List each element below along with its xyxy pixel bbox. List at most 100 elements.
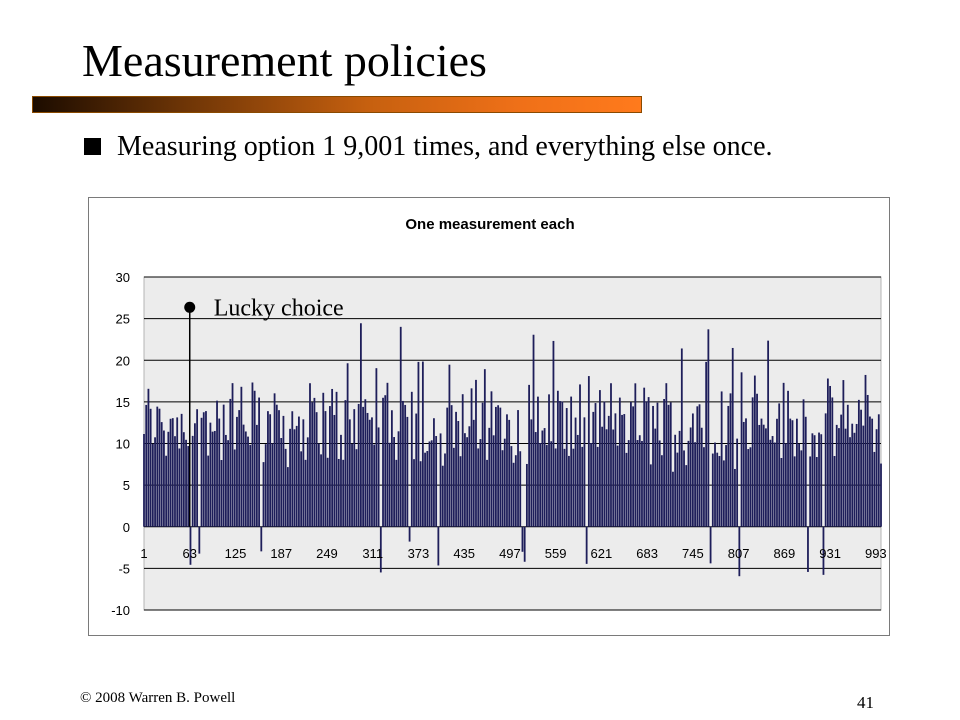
bar xyxy=(174,436,176,527)
bar xyxy=(271,443,274,527)
bar xyxy=(182,432,185,527)
bar xyxy=(654,428,657,527)
bar xyxy=(780,457,783,527)
bar xyxy=(636,440,639,527)
bar xyxy=(430,440,433,527)
bar xyxy=(667,404,670,527)
bar xyxy=(603,401,606,527)
bar xyxy=(674,434,677,527)
bar xyxy=(762,424,765,527)
bar xyxy=(147,388,150,527)
bar xyxy=(143,434,145,527)
bar xyxy=(512,462,515,527)
bar xyxy=(426,451,429,527)
bar xyxy=(804,416,807,527)
grid-lines xyxy=(144,276,881,611)
bar xyxy=(545,444,548,527)
bar xyxy=(439,433,442,527)
bar xyxy=(424,452,426,527)
bar xyxy=(468,426,471,527)
lucky-choice-label: Lucky choice xyxy=(214,295,344,321)
bar xyxy=(470,388,473,527)
bar xyxy=(734,468,736,527)
title-underline-bar xyxy=(32,96,642,113)
bar xyxy=(691,413,694,527)
bar xyxy=(178,448,181,527)
bar xyxy=(490,391,493,527)
bar xyxy=(678,430,681,527)
bar xyxy=(829,385,831,527)
bar xyxy=(390,410,393,527)
bar xyxy=(758,424,761,527)
bar xyxy=(791,420,794,527)
bar xyxy=(689,427,692,527)
bar xyxy=(382,397,384,527)
bar xyxy=(158,408,161,527)
x-tick-label: 187 xyxy=(270,546,292,561)
x-tick-label: 869 xyxy=(774,546,796,561)
bar xyxy=(247,436,249,527)
bullet-marker xyxy=(84,136,113,162)
bar xyxy=(406,416,409,527)
bar xyxy=(362,406,365,527)
bar xyxy=(756,393,758,527)
bar xyxy=(255,424,258,527)
y-tick-label: 15 xyxy=(116,395,130,410)
bar xyxy=(238,410,241,527)
y-tick-label: 20 xyxy=(116,353,130,368)
bar xyxy=(789,418,792,527)
bar xyxy=(368,419,371,527)
bar xyxy=(506,414,508,527)
bar xyxy=(213,430,216,527)
bar xyxy=(643,387,646,527)
bar xyxy=(550,441,553,527)
bar xyxy=(864,374,867,527)
bar xyxy=(826,378,829,527)
bar xyxy=(749,447,752,527)
bar xyxy=(477,448,480,527)
x-tick-label: 559 xyxy=(545,546,567,561)
bar xyxy=(298,416,300,527)
bar xyxy=(189,526,192,565)
bar xyxy=(309,383,311,527)
bar xyxy=(519,451,522,527)
bar xyxy=(486,459,488,527)
x-tick-label: 621 xyxy=(591,546,613,561)
bar xyxy=(700,427,703,527)
page-number: 41 xyxy=(857,693,874,712)
bar xyxy=(240,386,243,527)
bar xyxy=(171,418,174,527)
bar xyxy=(579,384,581,527)
bar xyxy=(185,439,187,527)
bar xyxy=(778,403,781,527)
bar xyxy=(337,458,340,527)
bar xyxy=(665,383,668,527)
bar xyxy=(541,430,544,527)
bar xyxy=(200,417,203,527)
bar xyxy=(765,428,767,527)
bar xyxy=(452,447,455,527)
bar xyxy=(410,391,413,527)
bar xyxy=(284,448,287,527)
bar xyxy=(450,405,453,527)
bar xyxy=(231,383,234,527)
y-tick-label: 10 xyxy=(116,437,130,452)
bar xyxy=(457,420,460,527)
bar xyxy=(532,334,535,527)
bar xyxy=(273,393,276,527)
bar xyxy=(572,448,575,527)
bar xyxy=(262,462,265,527)
bar xyxy=(771,436,774,527)
bar xyxy=(838,428,840,527)
bar xyxy=(782,382,785,527)
bar xyxy=(676,452,679,527)
bar xyxy=(244,431,247,527)
bar xyxy=(649,464,652,527)
bar xyxy=(616,445,619,527)
bar xyxy=(776,418,778,527)
bar xyxy=(293,429,296,527)
bar xyxy=(355,449,358,527)
bar xyxy=(559,401,561,527)
bar xyxy=(731,347,734,527)
bar xyxy=(570,396,573,527)
